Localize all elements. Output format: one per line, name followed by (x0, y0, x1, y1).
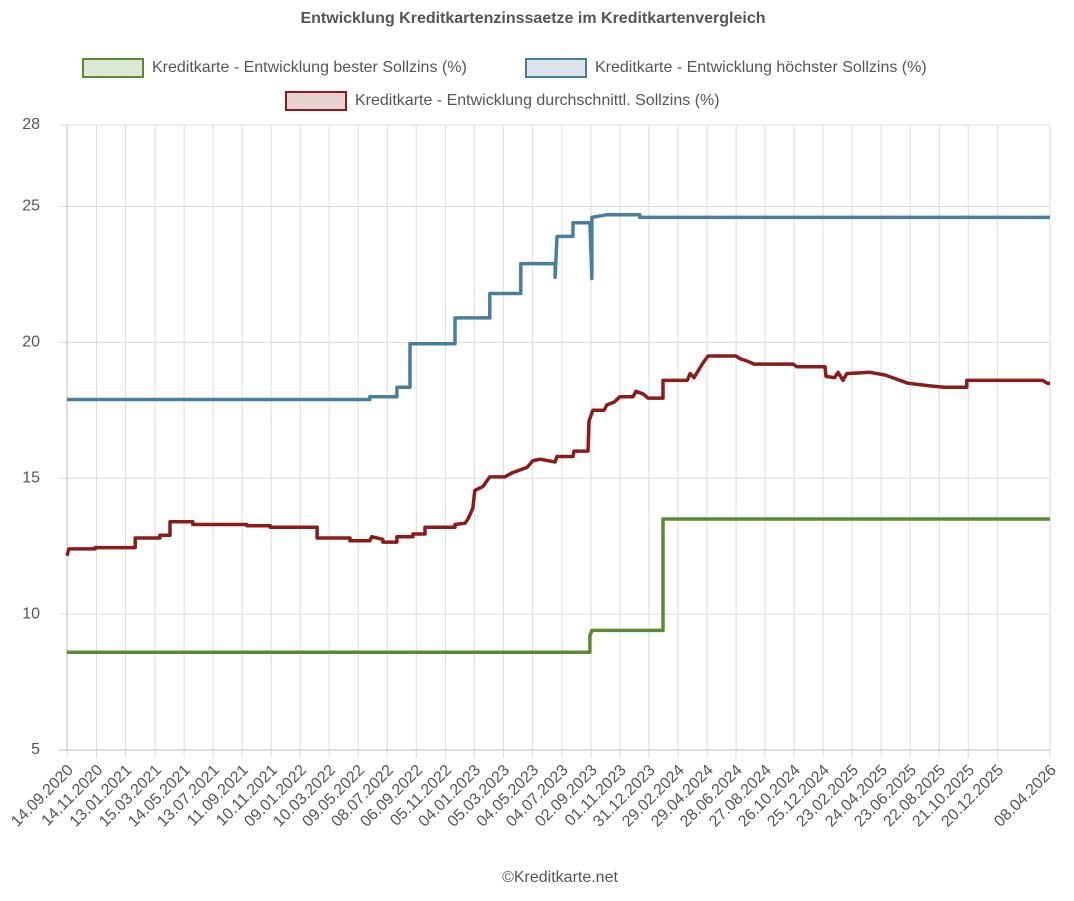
y-tick-label: 15 (22, 469, 40, 486)
chart-title: Entwicklung Kreditkartenzinssaetze im Kr… (300, 10, 765, 27)
legend-swatch (525, 58, 587, 78)
legend-label: Kreditkarte - Entwicklung durchschnittl.… (355, 92, 720, 109)
legend-label: Kreditkarte - Entwicklung bester Sollzin… (152, 59, 467, 76)
series-line (67, 517, 1050, 654)
legend-label: Kreditkarte - Entwicklung höchster Sollz… (595, 59, 927, 76)
series-line (67, 212, 1050, 402)
y-tick-label: 5 (31, 741, 40, 758)
y-tick-label: 28 (22, 116, 40, 133)
legend-swatch (285, 91, 347, 111)
footer: ©Kreditkarte.net (502, 869, 618, 886)
y-tick-label: 20 (22, 334, 40, 351)
legend-swatch (82, 58, 144, 78)
series-line (65, 354, 1050, 557)
y-tick-label: 10 (22, 605, 40, 622)
y-tick-label: 25 (22, 198, 40, 215)
